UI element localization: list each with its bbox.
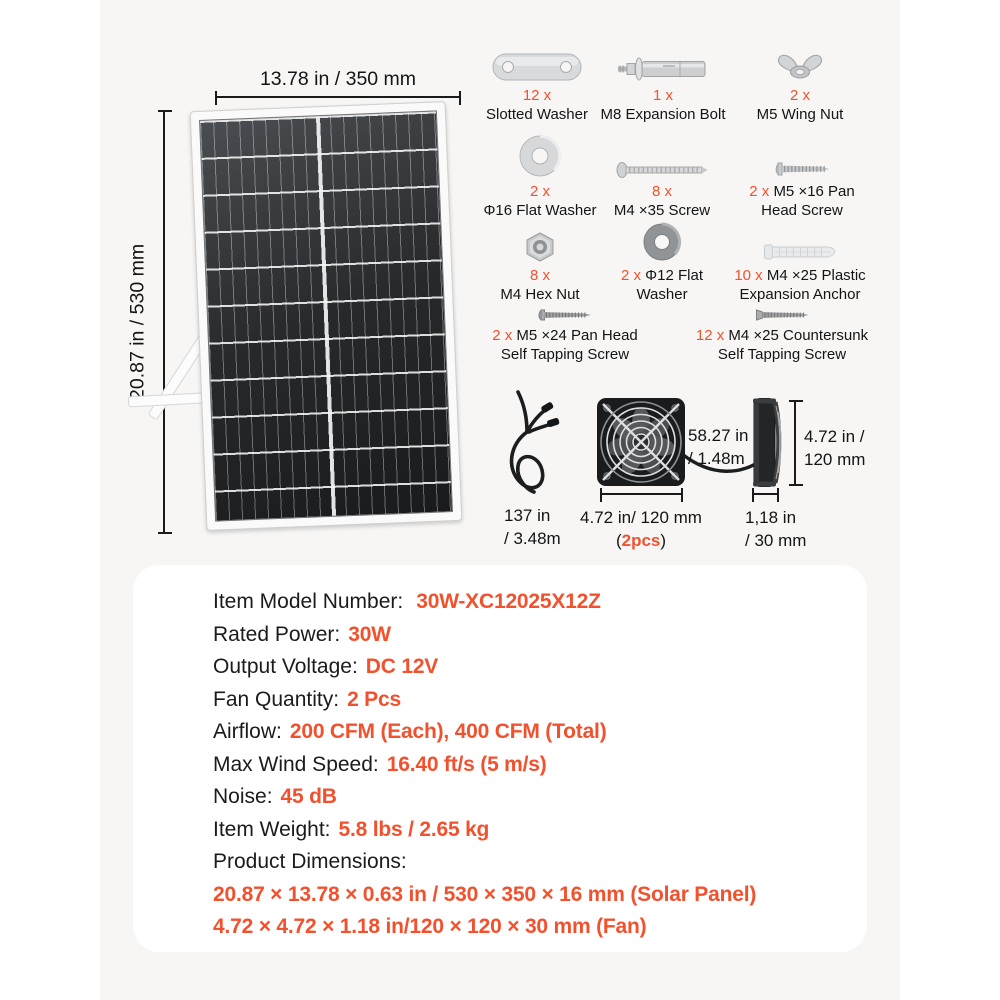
slotted-washer-icon bbox=[467, 36, 607, 82]
content-area: 13.78 in / 350 mm 20.87 in / 530 mm 12 x… bbox=[100, 0, 900, 1000]
fan-side-depth-dimension-line bbox=[752, 488, 779, 502]
hardware-name: M8 Expansion Bolt bbox=[600, 106, 726, 123]
hardware-qty: 10 x bbox=[734, 267, 763, 284]
panel-width-dimension-line bbox=[215, 91, 461, 105]
hardware-item-pan-head-screw: 2 x M5 ×16 Pan Head Screw bbox=[737, 130, 867, 220]
hardware-qty: 2 x bbox=[492, 327, 513, 344]
spec-value: 200 CFM (Each), 400 CFM (Total) bbox=[289, 720, 607, 744]
spec-value: DC 12V bbox=[365, 655, 439, 679]
spec-label: Rated Power: bbox=[213, 622, 341, 646]
fan-front-icon bbox=[597, 398, 685, 491]
spec-label: Noise: bbox=[213, 785, 273, 809]
spec-label: Airflow: bbox=[213, 720, 282, 744]
spec-label: Item Weight: bbox=[213, 817, 331, 841]
hardware-qty: 12 x bbox=[695, 327, 725, 344]
hardware-name: M4 ×25 Countersunk Self Tapping Screw bbox=[717, 327, 869, 363]
pan-head-screw-icon bbox=[737, 130, 867, 178]
hardware-qty: 2 x bbox=[749, 183, 770, 200]
spec-row-noise: Noise: 45 dB bbox=[213, 781, 843, 814]
hardware-qty: 2 x bbox=[789, 87, 810, 104]
spec-row-product-dimensions: Product Dimensions: bbox=[213, 846, 843, 879]
expansion-anchor-icon bbox=[718, 220, 883, 262]
spec-list: Item Model Number: 30W-XC12025X12Z Rated… bbox=[213, 586, 843, 944]
hex-nut-icon bbox=[480, 220, 600, 262]
hardware-name: Φ12 Flat Washer bbox=[636, 267, 703, 303]
spec-value: 16.40 ft/s (5 m/s) bbox=[386, 752, 547, 776]
spec-label: Max Wind Speed: bbox=[213, 752, 379, 776]
solar-panel-cells bbox=[199, 110, 453, 522]
spec-row-output-voltage: Output Voltage: DC 12V bbox=[213, 651, 843, 684]
spec-row-model: Item Model Number: 30W-XC12025X12Z bbox=[213, 586, 843, 619]
spec-label: Product Dimensions: bbox=[213, 850, 407, 874]
hardware-item-slotted-washer: 12 x Slotted Washer bbox=[467, 36, 607, 124]
spec-dimensions-fan: 4.72 × 4.72 × 1.18 in/120 × 120 × 30 mm … bbox=[213, 915, 647, 939]
panel-height-dimension-line bbox=[158, 110, 172, 534]
fan-quantity-label: (2pcs) bbox=[615, 531, 667, 550]
hardware-name: M5 Wing Nut bbox=[756, 106, 844, 123]
solar-panel-illustration bbox=[189, 101, 463, 531]
spec-label: Item Model Number: bbox=[213, 590, 404, 614]
spec-row-airflow: Airflow: 200 CFM (Each), 400 CFM (Total) bbox=[213, 716, 843, 749]
hardware-name: M4 ×35 Screw bbox=[613, 202, 711, 219]
hardware-item-countersunk-tapping-screw: 12 x M4 ×25 Countersunk Self Tapping Scr… bbox=[685, 300, 880, 364]
hardware-name: Slotted Washer bbox=[486, 106, 588, 123]
fan-cable-length-label: 58.27 in / 1.48m bbox=[688, 426, 749, 468]
spec-row-item-weight: Item Weight: 5.8 lbs / 2.65 kg bbox=[213, 814, 843, 847]
hardware-name: M5 ×16 Pan Head Screw bbox=[761, 183, 855, 219]
hardware-qty: 2 x bbox=[529, 183, 550, 200]
hardware-qty: 8 x bbox=[529, 267, 550, 284]
hardware-name: Φ16 Flat Washer bbox=[483, 202, 597, 219]
hardware-qty: 8 x bbox=[651, 183, 672, 200]
hardware-qty: 2 x bbox=[620, 267, 641, 284]
panel-height-label: 20.87 in / 530 mm bbox=[126, 243, 149, 401]
hardware-qty: 1 x bbox=[652, 87, 673, 104]
hardware-name: M5 ×24 Pan Head Self Tapping Screw bbox=[500, 327, 638, 363]
fan-width-label: 4.72 in/ 120 mm bbox=[580, 508, 702, 527]
spec-row-max-wind-speed: Max Wind Speed: 16.40 ft/s (5 m/s) bbox=[213, 749, 843, 782]
spec-value: 2 Pcs bbox=[347, 687, 401, 711]
hardware-item-wing-nut: 2 x M5 Wing Nut bbox=[735, 36, 865, 124]
fan-side-height-label: 4.72 in / 120 mm bbox=[804, 427, 866, 469]
hardware-name: M4 ×25 Plastic Expansion Anchor bbox=[739, 267, 866, 303]
flat-washer-16-icon bbox=[465, 130, 615, 178]
flat-washer-12-icon bbox=[607, 220, 717, 262]
cable-length-label: 137 in / 3.48m bbox=[504, 506, 561, 548]
hardware-item-flat-washer-16: 2 x Φ16 Flat Washer bbox=[465, 130, 615, 220]
hardware-item-pan-head-tapping-screw: 2 x M5 ×24 Pan Head Self Tapping Screw bbox=[480, 300, 650, 364]
hardware-item-flat-washer-12: 2 x Φ12 Flat Washer bbox=[607, 220, 717, 304]
spec-value: 30W-XC12025X12Z bbox=[416, 590, 601, 614]
spec-row-rated-power: Rated Power: 30W bbox=[213, 619, 843, 652]
tapping-screw-icon bbox=[685, 300, 880, 322]
wing-nut-icon bbox=[735, 36, 865, 82]
spec-row-fan-quantity: Fan Quantity: 2 Pcs bbox=[213, 684, 843, 717]
hardware-qty: 12 x bbox=[522, 87, 552, 104]
spec-label: Output Voltage: bbox=[213, 655, 358, 679]
hardware-name: M4 Hex Nut bbox=[500, 286, 580, 303]
hardware-item-hex-nut: 8 x M4 Hex Nut bbox=[480, 220, 600, 304]
hardware-item-expansion-anchor: 10 x M4 ×25 Plastic Expansion Anchor bbox=[718, 220, 883, 304]
expansion-bolt-icon bbox=[578, 36, 748, 82]
fan-side-height-dimension-line bbox=[789, 400, 803, 486]
fan-side-depth-label: 1,18 in / 30 mm bbox=[745, 508, 807, 550]
power-cable-icon bbox=[500, 388, 560, 505]
hardware-item-expansion-bolt: 1 x M8 Expansion Bolt bbox=[578, 36, 748, 124]
spec-dimensions-solar-panel: 20.87 × 13.78 × 0.63 in / 530 × 350 × 16… bbox=[213, 882, 757, 906]
hardware-item-long-screw: 8 x M4 ×35 Screw bbox=[592, 130, 732, 220]
panel-width-label: 13.78 in / 350 mm bbox=[259, 68, 417, 90]
tapping-screw-icon bbox=[480, 300, 650, 322]
spec-label: Fan Quantity: bbox=[213, 687, 340, 711]
spec-value: 5.8 lbs / 2.65 kg bbox=[338, 817, 490, 841]
spec-value: 45 dB bbox=[280, 785, 337, 809]
long-screw-icon bbox=[592, 130, 732, 178]
spec-value: 30W bbox=[348, 622, 391, 646]
fan-width-dimension-line bbox=[600, 488, 683, 502]
fan-side-icon bbox=[752, 398, 784, 492]
spec-card: Item Model Number: 30W-XC12025X12Z Rated… bbox=[133, 565, 867, 952]
